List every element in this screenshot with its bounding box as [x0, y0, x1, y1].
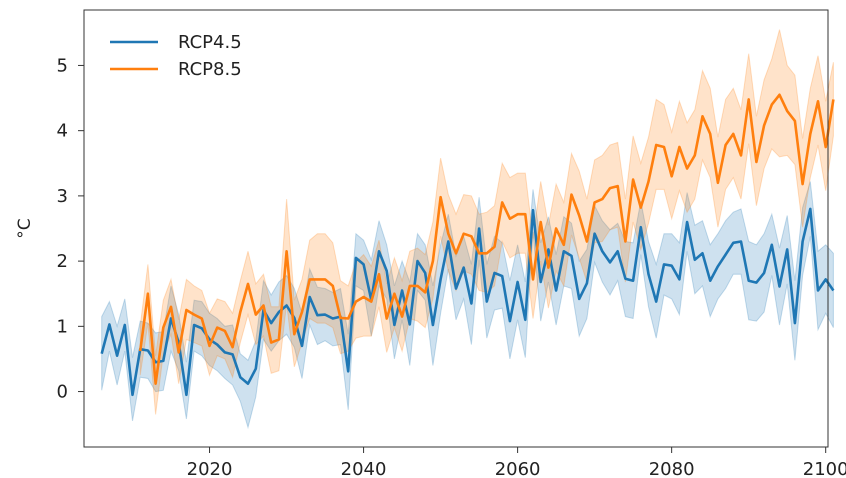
x-axis: 2020 2040 2060 2080 2100: [187, 447, 846, 478]
y-tick-label: 0: [57, 382, 68, 403]
y-tick-label: 1: [57, 316, 68, 337]
band-rcp85: [139, 29, 834, 415]
y-tick-label: 2: [57, 251, 68, 272]
series-line-rcp85: [138, 93, 835, 386]
x-tick-label: 2080: [649, 459, 695, 478]
y-axis: 0 1 2 3 4 5: [57, 55, 84, 403]
x-tick-label: 2100: [803, 459, 846, 478]
x-tick-label: 2020: [187, 459, 233, 478]
legend-label: RCP4.5: [178, 32, 242, 53]
y-tick-label: 5: [57, 55, 68, 76]
x-tick-label: 2040: [341, 459, 387, 478]
series-lines: [100, 93, 835, 397]
confidence-bands: [101, 29, 834, 430]
legend-label: RCP8.5: [178, 59, 242, 80]
y-tick-label: 4: [57, 121, 68, 142]
y-tick-label: 3: [57, 186, 68, 207]
legend: RCP4.5 RCP8.5: [110, 32, 242, 80]
band-rcp45: [101, 181, 834, 430]
y-axis-label: °C: [15, 218, 35, 238]
series-line-rcp45: [100, 207, 835, 397]
plot-frame: [83, 9, 829, 448]
x-tick-label: 2060: [495, 459, 541, 478]
